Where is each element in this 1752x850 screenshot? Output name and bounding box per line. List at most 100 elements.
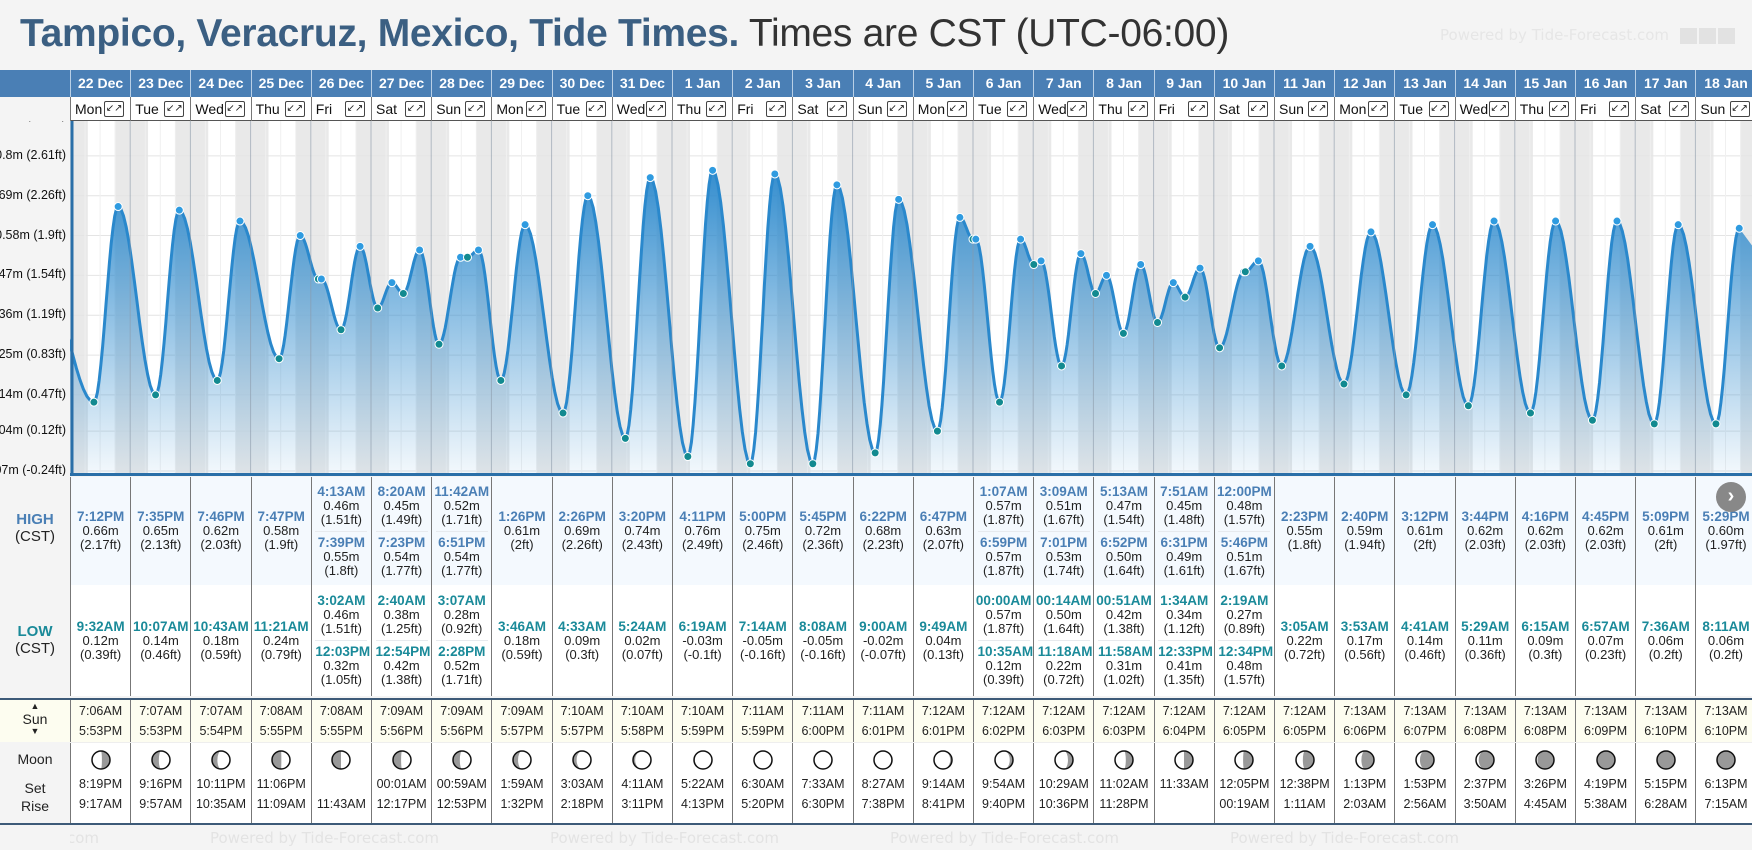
expand-day-icon[interactable]: ↙↗ (1428, 101, 1449, 117)
low-tide-point[interactable] (336, 325, 346, 335)
expand-day-icon[interactable]: ↙↗ (104, 101, 125, 117)
high-tide-point[interactable] (1673, 220, 1683, 230)
expand-day-icon[interactable]: ↙↗ (826, 101, 847, 117)
expand-day-icon[interactable]: ↙↗ (284, 101, 305, 117)
high-tide-point[interactable] (113, 202, 123, 212)
high-tide-point[interactable] (473, 245, 483, 255)
low-tide-point[interactable] (373, 303, 383, 313)
expand-day-icon[interactable]: ↙↗ (1007, 101, 1028, 117)
low-tide-point[interactable] (1153, 317, 1163, 327)
expand-day-icon[interactable]: ↙↗ (1488, 101, 1509, 117)
low-tide-point[interactable] (1240, 267, 1250, 277)
high-tide-point[interactable] (583, 191, 593, 201)
next-page-button[interactable]: › (1716, 482, 1746, 512)
high-tide-point[interactable] (971, 234, 981, 244)
high-tide-point[interactable] (1489, 216, 1499, 226)
low-tide-point[interactable] (808, 459, 818, 469)
expand-day-icon[interactable]: ↙↗ (1127, 101, 1148, 117)
low-tide-point[interactable] (274, 354, 284, 364)
high-tide-point[interactable] (174, 205, 184, 215)
expand-day-icon[interactable]: ↙↗ (1609, 101, 1630, 117)
expand-day-icon[interactable]: ↙↗ (1729, 101, 1750, 117)
high-tide-point[interactable] (316, 274, 326, 284)
low-tide-point[interactable] (870, 448, 880, 458)
low-tide-point[interactable] (620, 433, 630, 443)
low-tide-point[interactable] (1277, 361, 1287, 371)
high-tide-point[interactable] (1734, 223, 1744, 233)
high-tide-point[interactable] (1428, 220, 1438, 230)
low-tide-point[interactable] (1525, 408, 1535, 418)
low-tide-point[interactable] (1091, 289, 1101, 298)
low-tide-point[interactable] (1215, 343, 1225, 353)
high-tide-point[interactable] (387, 278, 397, 288)
low-tide-point[interactable] (1057, 361, 1067, 371)
high-tide-point[interactable] (1076, 249, 1086, 259)
expand-day-icon[interactable]: ↙↗ (1247, 101, 1268, 117)
expand-day-icon[interactable]: ↙↗ (645, 101, 666, 117)
high-tide-point[interactable] (645, 173, 655, 183)
high-tide-point[interactable] (955, 212, 965, 222)
expand-day-icon[interactable]: ↙↗ (706, 101, 727, 117)
expand-day-icon[interactable]: ↙↗ (465, 101, 486, 117)
low-tide-point[interactable] (212, 375, 222, 385)
expand-day-icon[interactable]: ↙↗ (525, 101, 546, 117)
low-tide-point[interactable] (1463, 401, 1473, 411)
expand-day-icon[interactable]: ↙↗ (766, 101, 787, 117)
low-tide-point[interactable] (1118, 328, 1128, 338)
expand-day-icon[interactable]: ↙↗ (1067, 101, 1088, 117)
weekday-cell: Sun ↙↗ (431, 97, 491, 121)
low-tide-point[interactable] (462, 252, 472, 262)
high-tide-point[interactable] (832, 180, 842, 190)
expand-day-icon[interactable]: ↙↗ (946, 101, 967, 117)
expand-day-icon[interactable]: ↙↗ (1548, 101, 1569, 117)
low-tide-point[interactable] (1401, 390, 1411, 400)
expand-day-icon[interactable]: ↙↗ (1308, 101, 1329, 117)
high-tide-point[interactable] (1551, 216, 1561, 226)
expand-day-icon[interactable]: ↙↗ (344, 101, 365, 117)
high-tide-point[interactable] (1195, 263, 1205, 273)
high-tide-point[interactable] (708, 165, 718, 175)
low-tide-point[interactable] (683, 452, 693, 462)
high-tide-point[interactable] (1253, 256, 1263, 266)
expand-day-icon[interactable]: ↙↗ (585, 101, 606, 117)
low-tide-point[interactable] (1587, 415, 1597, 425)
high-tide-point[interactable] (1101, 270, 1111, 280)
moonset-time: 7:33AM (801, 777, 845, 791)
high-tide-point[interactable] (770, 169, 780, 179)
high-tide-point[interactable] (1612, 216, 1622, 226)
high-tide-point[interactable] (295, 231, 305, 241)
expand-day-icon[interactable]: ↙↗ (405, 101, 426, 117)
low-tide-point[interactable] (932, 426, 942, 436)
expand-day-icon[interactable]: ↙↗ (1669, 101, 1690, 117)
low-tide-point[interactable] (1711, 419, 1721, 429)
low-tide-point[interactable] (496, 375, 506, 385)
high-tide-point[interactable] (1016, 234, 1026, 244)
low-tide-point[interactable] (434, 339, 444, 349)
low-tide-point[interactable] (1180, 292, 1190, 302)
low-tide-point[interactable] (1649, 419, 1659, 429)
high-tide-point[interactable] (415, 245, 425, 255)
expand-day-icon[interactable]: ↙↗ (1368, 101, 1389, 117)
high-tide-point[interactable] (1366, 227, 1376, 237)
high-tide-point[interactable] (235, 216, 245, 226)
high-tide-point[interactable] (355, 241, 365, 251)
high-tide-point[interactable] (1305, 241, 1315, 251)
expand-day-icon[interactable]: ↙↗ (1187, 101, 1208, 117)
expand-day-icon[interactable]: ↙↗ (886, 101, 907, 117)
high-tide-point[interactable] (1168, 278, 1178, 288)
high-tide-point[interactable] (1036, 256, 1046, 266)
high-tide-point[interactable] (894, 194, 904, 204)
low-tide-point[interactable] (151, 390, 161, 400)
low-tide-point[interactable] (995, 397, 1005, 407)
low-tide-point[interactable] (1029, 260, 1039, 270)
low-tide-point[interactable] (558, 408, 568, 418)
low-tide-point[interactable] (745, 459, 755, 469)
high-tide-cell: 3:12PM 0.61m (2ft) (1394, 477, 1454, 585)
low-tide-point[interactable] (398, 289, 408, 298)
expand-day-icon[interactable]: ↙↗ (164, 101, 185, 117)
high-tide-point[interactable] (1136, 260, 1146, 270)
high-tide-point[interactable] (520, 220, 530, 230)
expand-day-icon[interactable]: ↙↗ (224, 101, 245, 117)
low-tide-point[interactable] (1339, 379, 1349, 389)
low-tide-point[interactable] (89, 397, 99, 407)
